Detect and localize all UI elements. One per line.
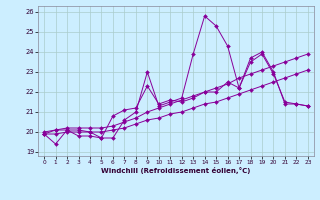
X-axis label: Windchill (Refroidissement éolien,°C): Windchill (Refroidissement éolien,°C) [101,167,251,174]
